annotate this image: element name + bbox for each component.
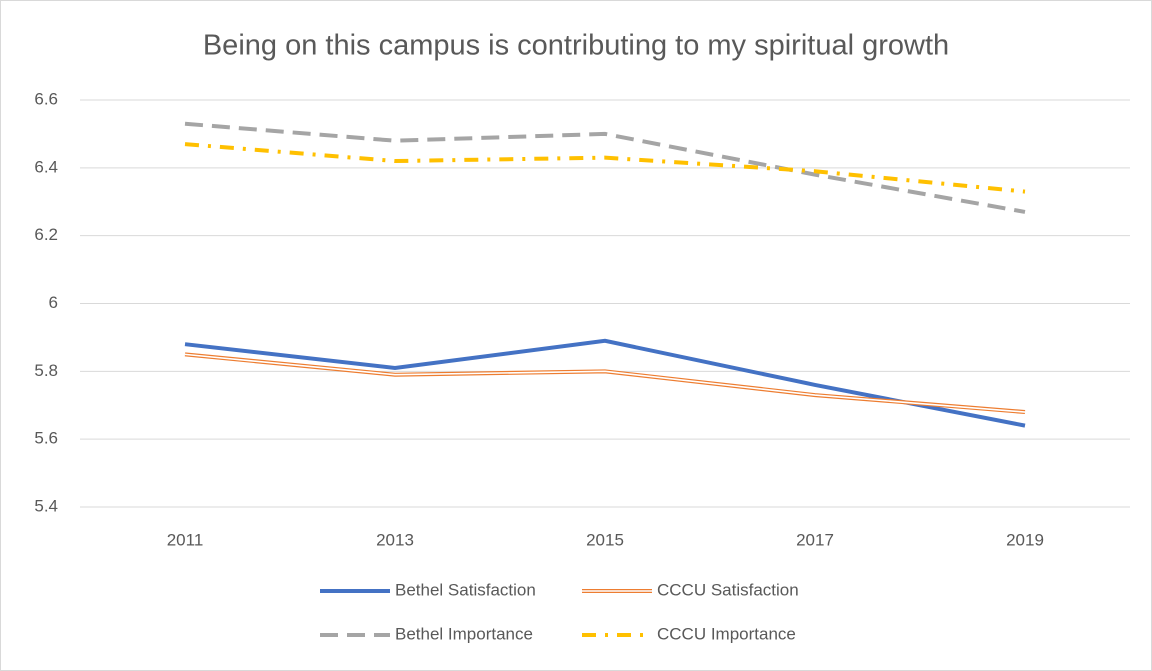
y-tick-label: 6: [49, 293, 58, 312]
y-tick-label: 6.4: [34, 157, 58, 176]
y-tick-label: 6.6: [34, 89, 58, 108]
x-tick-label: 2011: [167, 530, 204, 549]
x-tick-label: 2019: [1006, 530, 1044, 549]
x-tick-label: 2013: [376, 530, 414, 549]
y-tick-label: 6.2: [34, 225, 58, 244]
legend-label: CCCU Importance: [657, 624, 796, 643]
y-tick-label: 5.8: [34, 361, 58, 380]
y-tick-label: 5.4: [34, 496, 58, 515]
legend-label: Bethel Importance: [395, 624, 533, 643]
series-line: [184, 338, 1026, 428]
legend-label: Bethel Satisfaction: [395, 580, 536, 599]
y-tick-label: 5.6: [34, 429, 58, 448]
series-line: [184, 121, 1026, 214]
x-tick-label: 2017: [796, 530, 834, 549]
chart-title: Being on this campus is contributing to …: [203, 30, 949, 62]
series-line: [184, 142, 1026, 194]
x-tick-label: 2015: [586, 530, 624, 549]
legend-label: CCCU Satisfaction: [657, 580, 799, 599]
series-line-inner: [184, 353, 1026, 413]
